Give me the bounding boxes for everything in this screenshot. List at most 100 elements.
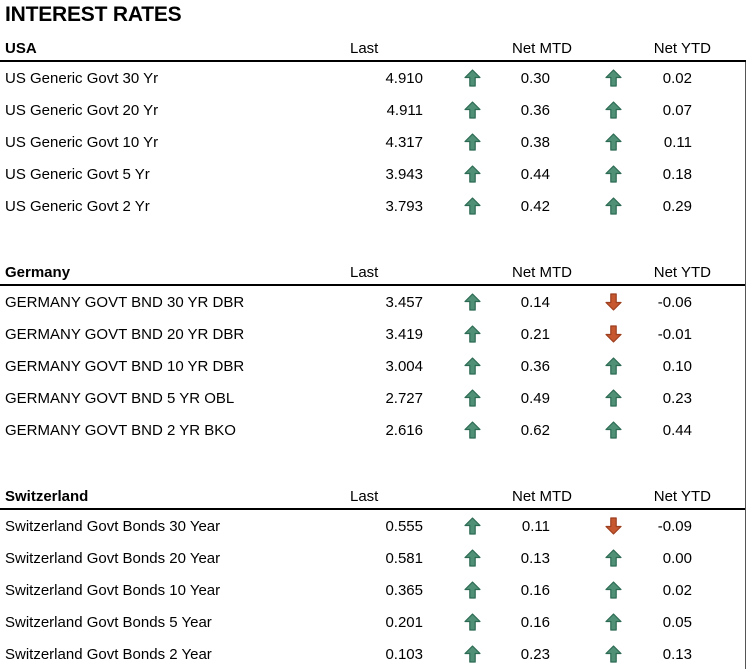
column-header-net-mtd: Net MTD (512, 40, 572, 57)
last-value: 3.793 (385, 197, 423, 215)
last-value: 4.911 (386, 101, 423, 119)
section-header-row: Germany Last Net MTD Net YTD (0, 258, 746, 286)
instrument-name: US Generic Govt 10 Yr (5, 133, 159, 151)
instrument-name: Switzerland Govt Bonds 20 Year (5, 549, 221, 567)
net-mtd-arrow-cell (425, 165, 500, 183)
last-value: 0.581 (385, 549, 423, 567)
net-mtd-arrow-cell (425, 421, 500, 439)
up-arrow-icon (464, 325, 481, 343)
net-ytd-value: 0.02 (662, 69, 692, 87)
up-arrow-icon (604, 389, 622, 407)
net-ytd-arrow-cell (552, 101, 640, 119)
net-mtd-arrow-cell (425, 613, 500, 631)
instrument-name: GERMANY GOVT BND 5 YR OBL (5, 389, 235, 407)
net-mtd-value: 0.36 (520, 101, 550, 119)
last-value: 3.943 (385, 165, 423, 183)
net-ytd-arrow-cell (552, 581, 640, 599)
net-mtd-arrow-cell (425, 389, 500, 407)
region-name: USA (5, 40, 37, 57)
net-ytd-value: 0.23 (662, 389, 692, 407)
net-ytd-value: 0.05 (662, 613, 692, 631)
net-mtd-value: 0.16 (520, 613, 550, 631)
net-ytd-arrow-cell (552, 325, 640, 343)
net-mtd-value: 0.23 (520, 645, 550, 663)
region-name: Germany (5, 264, 71, 281)
table-row: Switzerland Govt Bonds 5 Year 0.201 0.16… (0, 606, 746, 638)
net-mtd-value: 0.38 (520, 133, 550, 151)
net-ytd-arrow-cell (552, 613, 640, 631)
up-arrow-icon (604, 69, 622, 87)
rates-section: Switzerland Last Net MTD Net YTD Switzer… (0, 482, 746, 670)
up-arrow-icon (464, 613, 481, 631)
up-arrow-icon (464, 133, 481, 151)
section-rows: Switzerland Govt Bonds 30 Year 0.555 0.1… (0, 510, 746, 670)
instrument-name: Switzerland Govt Bonds 30 Year (5, 517, 221, 535)
instrument-name: GERMANY GOVT BND 20 YR DBR (5, 325, 245, 343)
up-arrow-icon (464, 293, 481, 311)
instrument-name: GERMANY GOVT BND 2 YR BKO (5, 421, 236, 439)
last-value: 0.103 (385, 645, 423, 663)
net-mtd-value: 0.21 (520, 325, 550, 343)
last-value: 2.616 (385, 421, 423, 439)
last-value: 0.555 (385, 517, 423, 535)
instrument-name: GERMANY GOVT BND 10 YR DBR (5, 357, 245, 375)
region-name: Switzerland (5, 488, 89, 505)
column-header-net-ytd: Net YTD (653, 264, 711, 281)
up-arrow-icon (464, 421, 481, 439)
up-arrow-icon (604, 357, 622, 375)
net-ytd-arrow-cell (552, 421, 640, 439)
down-arrow-icon (604, 517, 622, 535)
up-arrow-icon (464, 165, 481, 183)
up-arrow-icon (464, 389, 481, 407)
up-arrow-icon (604, 613, 622, 631)
last-value: 4.910 (385, 69, 423, 87)
up-arrow-icon (604, 197, 622, 215)
table-row: GERMANY GOVT BND 2 YR BKO 2.616 0.62 0.4… (0, 414, 746, 446)
instrument-name: US Generic Govt 20 Yr (5, 101, 159, 119)
column-header-net-ytd: Net YTD (653, 488, 711, 505)
sections-container: USA Last Net MTD Net YTD US Generic Govt… (0, 34, 746, 670)
down-arrow-icon (604, 293, 622, 311)
table-row: Switzerland Govt Bonds 2 Year 0.103 0.23… (0, 638, 746, 670)
net-mtd-value: 0.36 (520, 357, 550, 375)
net-mtd-arrow-cell (425, 293, 500, 311)
net-ytd-arrow-cell (552, 69, 640, 87)
down-arrow-icon (604, 325, 622, 343)
net-mtd-arrow-cell (425, 133, 500, 151)
net-ytd-arrow-cell (552, 197, 640, 215)
rates-section: USA Last Net MTD Net YTD US Generic Govt… (0, 34, 746, 222)
up-arrow-icon (604, 165, 622, 183)
net-mtd-arrow-cell (425, 581, 500, 599)
net-ytd-value: 0.07 (662, 101, 692, 119)
column-header-last: Last (350, 264, 379, 281)
column-header-net-mtd: Net MTD (512, 488, 572, 505)
up-arrow-icon (604, 133, 622, 151)
net-ytd-arrow-cell (552, 357, 640, 375)
instrument-name: US Generic Govt 5 Yr (5, 165, 150, 183)
net-mtd-arrow-cell (425, 325, 500, 343)
section-rows: GERMANY GOVT BND 30 YR DBR 3.457 0.14 -0… (0, 286, 746, 446)
instrument-name: US Generic Govt 30 Yr (5, 69, 159, 87)
table-row: GERMANY GOVT BND 20 YR DBR 3.419 0.21 -0… (0, 318, 746, 350)
net-mtd-value: 0.44 (520, 165, 550, 183)
up-arrow-icon (464, 549, 481, 567)
net-ytd-arrow-cell (552, 389, 640, 407)
net-ytd-value: 0.29 (662, 197, 692, 215)
net-mtd-value: 0.49 (520, 389, 550, 407)
up-arrow-icon (464, 197, 481, 215)
instrument-name: Switzerland Govt Bonds 2 Year (5, 645, 212, 663)
up-arrow-icon (604, 549, 622, 567)
net-mtd-value: 0.11 (521, 517, 550, 535)
net-ytd-value: 0.11 (663, 133, 692, 151)
up-arrow-icon (604, 645, 622, 663)
net-ytd-arrow-cell (552, 133, 640, 151)
table-row: US Generic Govt 5 Yr 3.943 0.44 0.18 (0, 158, 746, 190)
table-row: Switzerland Govt Bonds 20 Year 0.581 0.1… (0, 542, 746, 574)
column-header-net-ytd: Net YTD (653, 40, 711, 57)
section-rows: US Generic Govt 30 Yr 4.910 0.30 0.02 US… (0, 62, 746, 222)
net-ytd-value: 0.18 (662, 165, 692, 183)
up-arrow-icon (464, 69, 481, 87)
net-ytd-value: -0.01 (657, 325, 692, 343)
page-title: INTEREST RATES (5, 3, 182, 26)
table-row: US Generic Govt 10 Yr 4.317 0.38 0.11 (0, 126, 746, 158)
